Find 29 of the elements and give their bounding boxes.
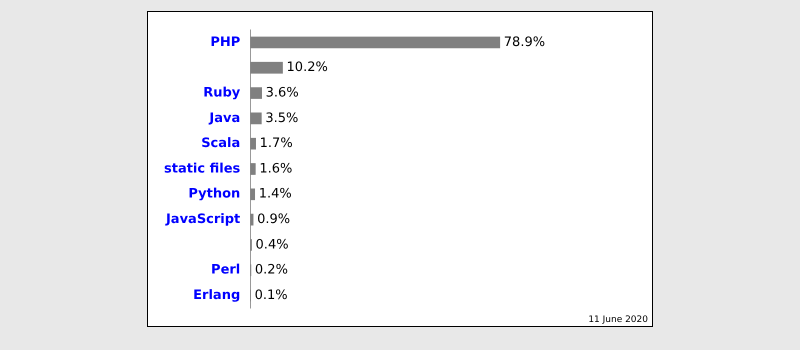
data-label: 10.2% (286, 60, 328, 76)
bar (250, 87, 262, 99)
y-tick-label: Python (188, 186, 240, 202)
y-tick-label: PHP (210, 34, 240, 50)
bar (250, 188, 256, 200)
data-label: 0.9% (257, 212, 290, 227)
bar (250, 214, 254, 226)
text: 11 June 2020 (588, 314, 648, 325)
y-tick-label: static files (164, 161, 241, 176)
bar (250, 112, 262, 124)
data-label: 1.6% (259, 161, 292, 176)
bar (250, 62, 283, 74)
bar (250, 36, 500, 48)
y-tick-label: Ruby (203, 85, 241, 100)
bar (250, 163, 256, 175)
data-label: 3.5% (265, 110, 298, 126)
y-tick-label: JavaScript (164, 212, 240, 227)
data-label: 1.7% (260, 136, 293, 152)
y-tick-label: Scala (201, 136, 240, 152)
data-label: 0.1% (254, 288, 288, 303)
bar (250, 138, 256, 150)
data-label: 1.4% (258, 186, 292, 202)
y-tick-label: Java (208, 110, 240, 126)
data-label: 0.2% (254, 262, 288, 278)
y-tick-label: Erlang (193, 288, 240, 303)
data-label: 0.4% (256, 237, 289, 252)
y-tick-label: Perl (211, 262, 240, 278)
data-label: 78.9% (504, 34, 546, 50)
data-label: 3.6% (266, 85, 299, 100)
